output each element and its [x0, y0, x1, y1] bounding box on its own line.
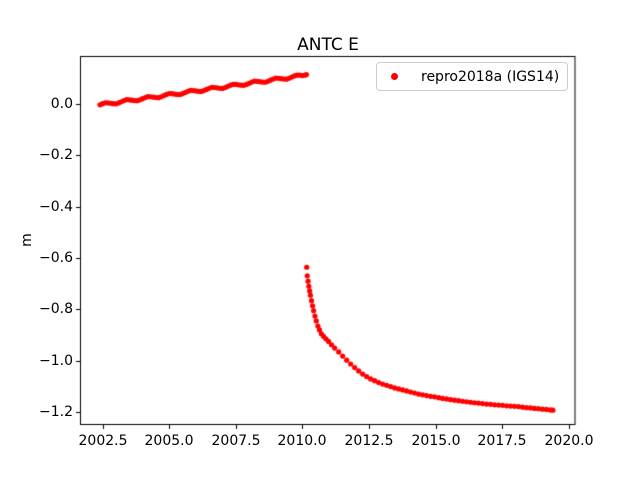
y-tick-label: −0.8	[39, 301, 73, 317]
y-axis-label: m	[19, 233, 35, 247]
x-tick-label: 2020.0	[544, 433, 594, 449]
legend-dot-marker-icon	[391, 73, 398, 80]
x-tick-label: 2002.5	[78, 433, 128, 449]
x-tick-label: 2012.5	[344, 433, 394, 449]
x-tick-label: 2017.5	[477, 433, 527, 449]
chart-title: ANTC E	[297, 35, 359, 55]
x-tick-label: 2007.5	[211, 433, 261, 449]
x-tick-label: 2005.0	[144, 433, 194, 449]
y-tick-label: −1.0	[39, 353, 73, 369]
y-tick-label: −0.6	[39, 250, 73, 266]
y-tick-label: −0.2	[39, 147, 73, 163]
y-tick-label: −1.2	[39, 404, 73, 420]
y-tick-label: 0.0	[50, 96, 73, 112]
x-tick-label: 2015.0	[411, 433, 461, 449]
y-tick-label: −0.4	[39, 199, 73, 215]
x-tick-label: 2010.0	[277, 433, 327, 449]
legend-label: repro2018a (IGS14)	[421, 68, 560, 85]
legend: repro2018a (IGS14)	[376, 62, 568, 91]
